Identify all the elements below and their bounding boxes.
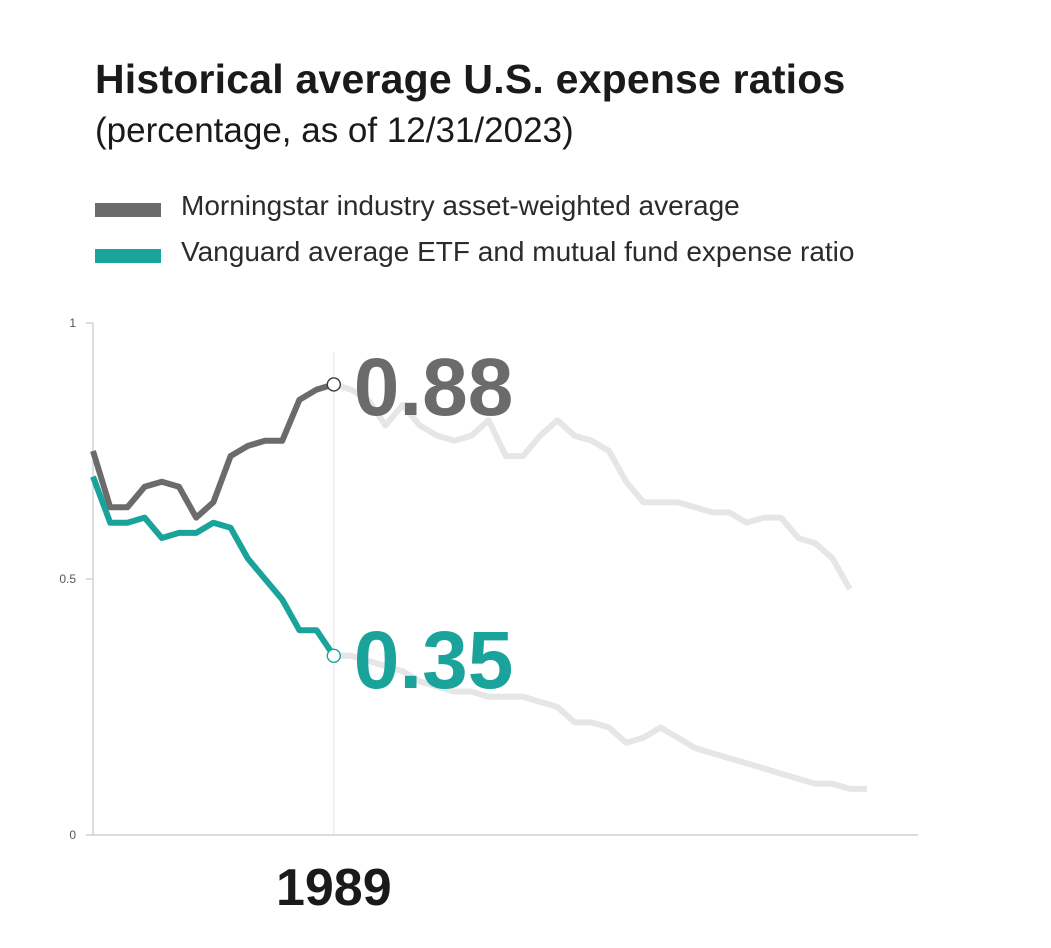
chart-subtitle: (percentage, as of 12/31/2023) — [95, 111, 574, 150]
legend-swatch-vanguard — [95, 249, 161, 263]
series-line-faded-1 — [333, 652, 867, 792]
series-line-active-1 — [90, 475, 337, 658]
series-line-active-0 — [90, 381, 335, 521]
highlight-point-1 — [326, 648, 341, 663]
faded-series-group — [332, 381, 867, 792]
highlight-value-label-1: 0.35 — [354, 615, 514, 706]
legend-label-vanguard: Vanguard average ETF and mutual fund exp… — [181, 236, 855, 267]
highlight-value-label-0: 0.88 — [354, 342, 514, 433]
y-tick-label: 1 — [69, 316, 76, 330]
chart-title: Historical average U.S. expense ratios — [95, 56, 846, 102]
y-tick-label: 0.5 — [59, 572, 76, 586]
active-series-group — [90, 381, 337, 658]
highlight-marks-group: 0.88 0.35 — [326, 342, 514, 706]
highlight-point-0 — [326, 377, 341, 392]
legend-label-morningstar: Morningstar industry asset-weighted aver… — [181, 190, 740, 221]
chart-axes: 0 0.5 1 1989 — [59, 316, 918, 917]
y-tick-label: 0 — [69, 828, 76, 842]
legend-swatch-morningstar — [95, 203, 161, 217]
series-line-faded-0 — [332, 381, 853, 591]
highlight-year-label: 1989 — [276, 859, 392, 917]
